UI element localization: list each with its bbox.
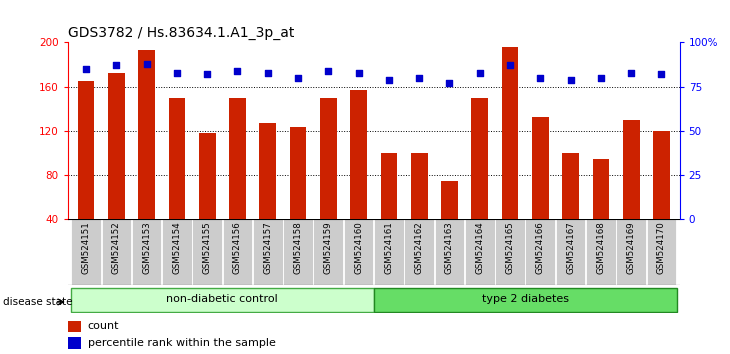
Point xyxy=(444,80,456,86)
Text: GSM524168: GSM524168 xyxy=(596,222,605,274)
Bar xyxy=(199,133,215,264)
Bar xyxy=(526,219,555,285)
Bar xyxy=(374,288,677,312)
Bar xyxy=(193,219,222,285)
Text: GSM524154: GSM524154 xyxy=(172,222,182,274)
Point xyxy=(504,63,516,68)
Point xyxy=(262,70,274,75)
Text: GSM524153: GSM524153 xyxy=(142,222,151,274)
Bar xyxy=(465,219,495,285)
Text: GSM524157: GSM524157 xyxy=(264,222,272,274)
Bar xyxy=(313,219,343,285)
Bar xyxy=(586,219,615,285)
Bar xyxy=(374,219,404,285)
Bar xyxy=(502,47,518,264)
Bar xyxy=(404,219,434,285)
Bar xyxy=(472,98,488,264)
Text: GSM524167: GSM524167 xyxy=(566,222,575,274)
Point xyxy=(231,68,243,74)
Point xyxy=(534,75,546,81)
Point xyxy=(595,75,607,81)
Text: GSM524162: GSM524162 xyxy=(415,222,423,274)
Text: GDS3782 / Hs.83634.1.A1_3p_at: GDS3782 / Hs.83634.1.A1_3p_at xyxy=(68,26,294,40)
Bar xyxy=(108,73,125,264)
Bar xyxy=(101,219,131,285)
Point xyxy=(413,75,425,81)
Bar xyxy=(562,153,579,264)
Bar xyxy=(434,219,464,285)
Bar xyxy=(350,90,367,264)
Bar xyxy=(647,219,676,285)
Point xyxy=(353,70,364,75)
Bar xyxy=(223,219,253,285)
Bar xyxy=(138,50,155,264)
Point xyxy=(656,72,667,77)
Text: percentile rank within the sample: percentile rank within the sample xyxy=(88,338,275,348)
Point xyxy=(80,66,92,72)
Bar xyxy=(68,337,81,349)
Bar xyxy=(162,219,192,285)
Text: GSM524170: GSM524170 xyxy=(657,222,666,274)
Point xyxy=(323,68,334,74)
Text: GSM524163: GSM524163 xyxy=(445,222,454,274)
Text: GSM524159: GSM524159 xyxy=(324,222,333,274)
Text: GSM524160: GSM524160 xyxy=(354,222,363,274)
Point xyxy=(201,72,213,77)
Point xyxy=(110,63,122,68)
Text: GSM524165: GSM524165 xyxy=(506,222,515,274)
Bar xyxy=(253,219,283,285)
Bar xyxy=(259,123,276,264)
Bar xyxy=(653,131,670,264)
Text: type 2 diabetes: type 2 diabetes xyxy=(482,295,569,304)
Bar xyxy=(290,127,307,264)
Point xyxy=(626,70,637,75)
Point xyxy=(141,61,153,67)
Bar xyxy=(593,159,610,264)
Text: disease state: disease state xyxy=(3,297,72,307)
Bar xyxy=(71,288,374,312)
Point xyxy=(292,75,304,81)
Point xyxy=(383,77,395,82)
Bar xyxy=(229,98,246,264)
Bar xyxy=(68,320,81,332)
Text: GSM524158: GSM524158 xyxy=(293,222,302,274)
Bar xyxy=(623,120,639,264)
Bar xyxy=(556,219,585,285)
Text: GSM524156: GSM524156 xyxy=(233,222,242,274)
Bar xyxy=(616,219,646,285)
Text: GSM524151: GSM524151 xyxy=(82,222,91,274)
Point xyxy=(474,70,485,75)
Text: GSM524169: GSM524169 xyxy=(626,222,636,274)
Bar xyxy=(495,219,525,285)
Point xyxy=(565,77,577,82)
Text: GSM524161: GSM524161 xyxy=(385,222,393,274)
Bar xyxy=(77,81,94,264)
Bar xyxy=(169,98,185,264)
Text: GSM524155: GSM524155 xyxy=(203,222,212,274)
Bar xyxy=(441,181,458,264)
Bar xyxy=(72,219,101,285)
Text: GSM524166: GSM524166 xyxy=(536,222,545,274)
Text: GSM524152: GSM524152 xyxy=(112,222,121,274)
Bar xyxy=(320,98,337,264)
Point xyxy=(171,70,182,75)
Text: non-diabetic control: non-diabetic control xyxy=(166,295,278,304)
Bar xyxy=(132,219,161,285)
Text: count: count xyxy=(88,321,119,331)
Text: GSM524164: GSM524164 xyxy=(475,222,484,274)
Bar xyxy=(411,153,428,264)
Bar xyxy=(532,116,549,264)
Bar xyxy=(283,219,313,285)
Bar xyxy=(380,153,397,264)
Bar xyxy=(344,219,374,285)
